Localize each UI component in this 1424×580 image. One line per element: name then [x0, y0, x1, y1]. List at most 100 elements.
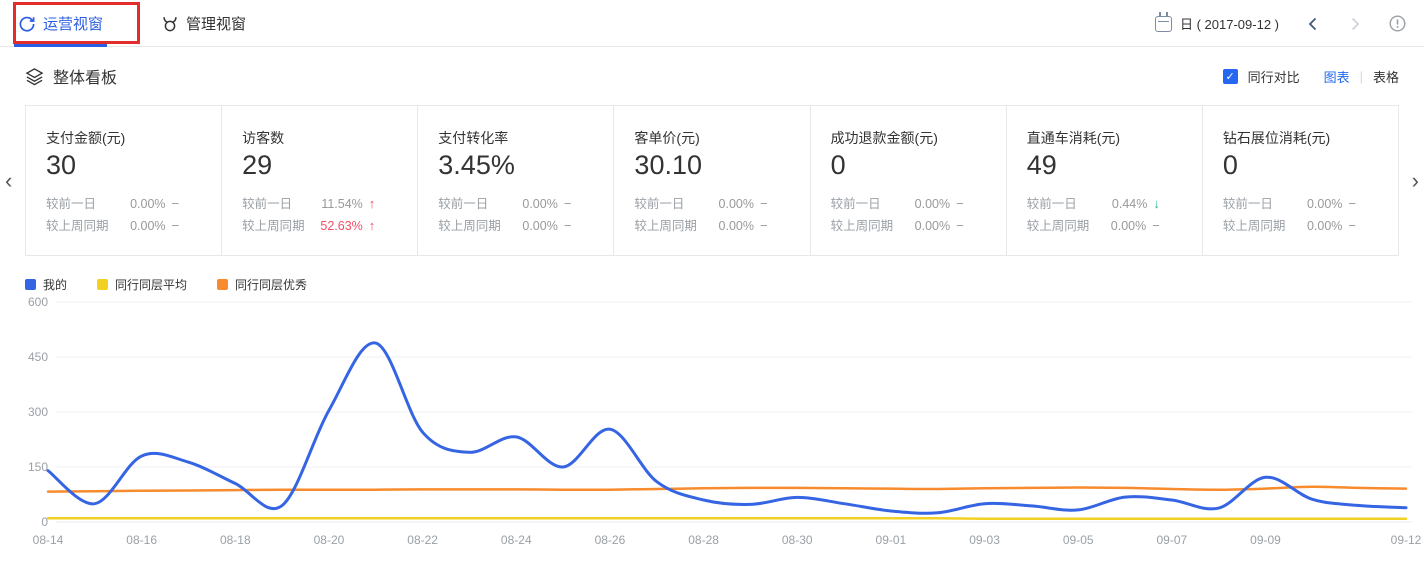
peer-compare-checkbox[interactable]: ✓ — [1223, 69, 1238, 84]
date-picker-label: 日 ( 2017-09-12 ) — [1180, 14, 1279, 33]
legend-label: 同行同层优秀 — [235, 276, 307, 293]
kpi-compare-value: 0.00% — [1111, 215, 1146, 237]
kpi-card-value: 30 — [46, 150, 221, 181]
kpi-compare-label: 较前一日 — [1027, 193, 1077, 215]
section-title: 整体看板 — [53, 64, 117, 88]
y-axis-tick: 600 — [28, 295, 48, 309]
kpi-compare-value: 11.54% — [321, 193, 362, 215]
legend-swatch — [97, 279, 108, 290]
x-axis-tick: 09-09 — [1250, 533, 1281, 547]
series-line-2 — [48, 487, 1406, 492]
trend-arrow-icon: − — [564, 193, 572, 215]
kpi-compare-value: 0.44% — [1112, 193, 1147, 215]
kpi-compare-value: 0.00% — [522, 215, 557, 237]
kpi-card-value: 29 — [242, 150, 417, 181]
peer-compare-label[interactable]: 同行对比 — [1248, 67, 1300, 86]
legend-item[interactable]: 同行同层平均 — [97, 276, 187, 293]
kpi-card-value: 3.45% — [438, 150, 613, 181]
date-picker[interactable]: 日 ( 2017-09-12 ) — [1155, 14, 1279, 33]
trend-arrow-icon: − — [172, 215, 180, 237]
kpi-card-value: 0 — [831, 150, 1006, 181]
legend-item[interactable]: 同行同层优秀 — [217, 276, 307, 293]
x-axis-tick: 08-20 — [314, 533, 345, 547]
trend-arrow-icon: − — [564, 215, 572, 237]
x-axis-tick: 08-16 — [126, 533, 157, 547]
view-tabs: 运营视窗 管理视窗 — [0, 0, 264, 47]
y-axis-tick: 0 — [41, 515, 48, 529]
kpi-compare-value: 52.63% — [320, 215, 362, 237]
legend-swatch — [25, 279, 36, 290]
kpi-compare-value: 0.00% — [915, 215, 950, 237]
trend-arrow-icon: ↑ — [369, 215, 376, 237]
view-chart-link[interactable]: 图表 — [1324, 67, 1350, 86]
x-axis-tick: 08-26 — [595, 533, 626, 547]
x-axis-tick: 09-12 — [1391, 533, 1422, 547]
kpi-compare-row: 较前一日 11.54% ↑ — [242, 193, 417, 215]
kpi-compare-label: 较前一日 — [242, 193, 292, 215]
legend-swatch — [217, 279, 228, 290]
kpi-compare-value: 0.00% — [915, 193, 950, 215]
calendar-icon — [1155, 16, 1172, 32]
kpi-compare-label: 较前一日 — [438, 193, 488, 215]
x-axis-tick: 09-05 — [1063, 533, 1094, 547]
trend-arrow-icon: − — [172, 193, 180, 215]
legend-item[interactable]: 我的 — [25, 276, 67, 293]
info-button[interactable] — [1389, 15, 1406, 32]
date-prev-button[interactable] — [1305, 16, 1321, 32]
kpi-compare-value: 0.00% — [719, 193, 754, 215]
tab-operations-view[interactable]: 运营视窗 — [0, 0, 121, 47]
kpi-compare-value: 0.00% — [522, 193, 557, 215]
carousel-next-button[interactable]: › — [1412, 170, 1419, 192]
x-axis-tick: 08-22 — [407, 533, 438, 547]
trend-arrow-icon: − — [760, 193, 768, 215]
kpi-compare-label: 较前一日 — [1223, 193, 1273, 215]
tab-operations-label: 运营视窗 — [43, 13, 103, 34]
y-axis-tick: 300 — [28, 405, 48, 419]
section-title-group: 整体看板 — [25, 64, 117, 88]
kpi-compare-value: 0.00% — [130, 193, 165, 215]
kpi-card-title: 访客数 — [242, 128, 417, 148]
legend-label: 我的 — [43, 276, 67, 293]
kpi-compare-row: 较前一日 0.00%− — [438, 193, 613, 215]
trend-arrow-icon: − — [956, 215, 964, 237]
kpi-compare-value: 0.00% — [719, 215, 754, 237]
trend-arrow-icon: ↑ — [369, 193, 376, 215]
kpi-card-title: 支付金额(元) — [46, 128, 221, 148]
view-table-link[interactable]: 表格 — [1373, 67, 1399, 86]
trend-arrow-icon: ↓ — [1153, 193, 1160, 215]
kpi-compare-row: 较前一日 0.00%− — [634, 193, 809, 215]
date-next-button[interactable] — [1347, 16, 1363, 32]
chart-legend: 我的 同行同层平均 同行同层优秀 — [25, 276, 1424, 293]
kpi-compare-label: 较上周同期 — [46, 215, 109, 237]
carousel-prev-button[interactable]: ‹ — [5, 170, 12, 192]
kpi-card-title: 成功退款金额(元) — [831, 128, 1006, 148]
trend-arrow-icon: − — [1348, 215, 1356, 237]
tab-management-view[interactable]: 管理视窗 — [143, 0, 264, 47]
kpi-compare-label: 较上周同期 — [634, 215, 697, 237]
kpi-compare-value: 0.00% — [1307, 215, 1342, 237]
kpi-compare-row: 较前一日 0.44% ↓ — [1027, 193, 1202, 215]
kpi-compare-label: 较上周同期 — [1027, 215, 1090, 237]
kpi-compare-label: 较前一日 — [634, 193, 684, 215]
info-icon — [1389, 15, 1406, 32]
section-controls: ✓ 同行对比 图表 | 表格 — [1223, 67, 1399, 86]
kpi-card-value: 0 — [1223, 150, 1398, 181]
x-axis-tick: 09-01 — [876, 533, 907, 547]
